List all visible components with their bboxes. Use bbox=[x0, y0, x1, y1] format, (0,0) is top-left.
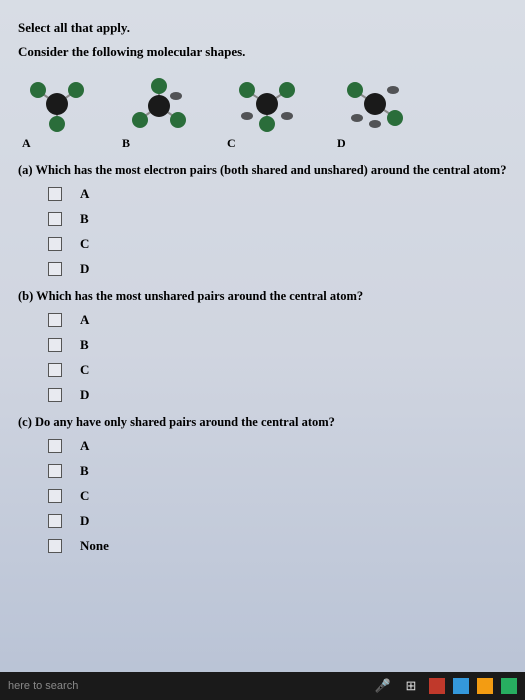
option-c-A[interactable]: A bbox=[48, 438, 507, 454]
question-c-options: A B C D None bbox=[18, 438, 507, 554]
molecule-a: A bbox=[22, 74, 92, 151]
option-label: D bbox=[80, 387, 89, 403]
checkbox-icon[interactable] bbox=[48, 237, 62, 251]
quiz-content: Select all that apply. Consider the foll… bbox=[0, 0, 525, 573]
molecule-d-svg bbox=[337, 74, 417, 134]
option-label: A bbox=[80, 438, 89, 454]
question-a-options: A B C D bbox=[18, 186, 507, 277]
option-c-B[interactable]: B bbox=[48, 463, 507, 479]
app-icon-1[interactable] bbox=[429, 678, 445, 694]
option-b-D[interactable]: D bbox=[48, 387, 507, 403]
taskbar-search-text[interactable]: here to search bbox=[8, 680, 78, 692]
option-label: B bbox=[80, 211, 89, 227]
option-a-D[interactable]: D bbox=[48, 261, 507, 277]
app-icon-2[interactable] bbox=[453, 678, 469, 694]
checkbox-icon[interactable] bbox=[48, 187, 62, 201]
molecule-d-label: D bbox=[337, 136, 346, 151]
option-label: D bbox=[80, 261, 89, 277]
molecules-row: A B bbox=[18, 74, 507, 151]
molecule-c-label: C bbox=[227, 136, 236, 151]
question-a-text: (a) Which has the most electron pairs (b… bbox=[18, 163, 507, 178]
option-label: C bbox=[80, 362, 89, 378]
question-b-text: (b) Which has the most unshared pairs ar… bbox=[18, 289, 507, 304]
taskbar: here to search 🎤 ⊞ bbox=[0, 672, 525, 700]
mic-icon[interactable]: 🎤 bbox=[373, 677, 393, 695]
option-b-A[interactable]: A bbox=[48, 312, 507, 328]
instruction-text: Select all that apply. bbox=[18, 20, 507, 36]
molecule-a-svg bbox=[22, 74, 92, 134]
checkbox-icon[interactable] bbox=[48, 439, 62, 453]
molecule-b-svg bbox=[122, 74, 197, 134]
checkbox-icon[interactable] bbox=[48, 539, 62, 553]
checkbox-icon[interactable] bbox=[48, 464, 62, 478]
question-c-text: (c) Do any have only shared pairs around… bbox=[18, 415, 507, 430]
checkbox-icon[interactable] bbox=[48, 363, 62, 377]
checkbox-icon[interactable] bbox=[48, 212, 62, 226]
checkbox-icon[interactable] bbox=[48, 338, 62, 352]
option-label: B bbox=[80, 463, 89, 479]
checkbox-icon[interactable] bbox=[48, 388, 62, 402]
option-c-D[interactable]: D bbox=[48, 513, 507, 529]
app-icon-4[interactable] bbox=[501, 678, 517, 694]
molecule-a-label: A bbox=[22, 136, 31, 151]
option-c-None[interactable]: None bbox=[48, 538, 507, 554]
subtitle-text: Consider the following molecular shapes. bbox=[18, 44, 507, 60]
molecule-c-svg bbox=[227, 74, 307, 134]
option-a-C[interactable]: C bbox=[48, 236, 507, 252]
taskview-icon[interactable]: ⊞ bbox=[401, 677, 421, 695]
molecule-b: B bbox=[122, 74, 197, 151]
option-label: A bbox=[80, 312, 89, 328]
checkbox-icon[interactable] bbox=[48, 489, 62, 503]
molecule-c: C bbox=[227, 74, 307, 151]
checkbox-icon[interactable] bbox=[48, 313, 62, 327]
option-label: C bbox=[80, 488, 89, 504]
option-a-B[interactable]: B bbox=[48, 211, 507, 227]
option-b-B[interactable]: B bbox=[48, 337, 507, 353]
molecule-b-label: B bbox=[122, 136, 130, 151]
option-label: C bbox=[80, 236, 89, 252]
option-c-C[interactable]: C bbox=[48, 488, 507, 504]
app-icon-3[interactable] bbox=[477, 678, 493, 694]
option-label: None bbox=[80, 538, 109, 554]
option-label: D bbox=[80, 513, 89, 529]
option-a-A[interactable]: A bbox=[48, 186, 507, 202]
option-b-C[interactable]: C bbox=[48, 362, 507, 378]
checkbox-icon[interactable] bbox=[48, 262, 62, 276]
option-label: A bbox=[80, 186, 89, 202]
molecule-d: D bbox=[337, 74, 417, 151]
question-b-options: A B C D bbox=[18, 312, 507, 403]
option-label: B bbox=[80, 337, 89, 353]
checkbox-icon[interactable] bbox=[48, 514, 62, 528]
